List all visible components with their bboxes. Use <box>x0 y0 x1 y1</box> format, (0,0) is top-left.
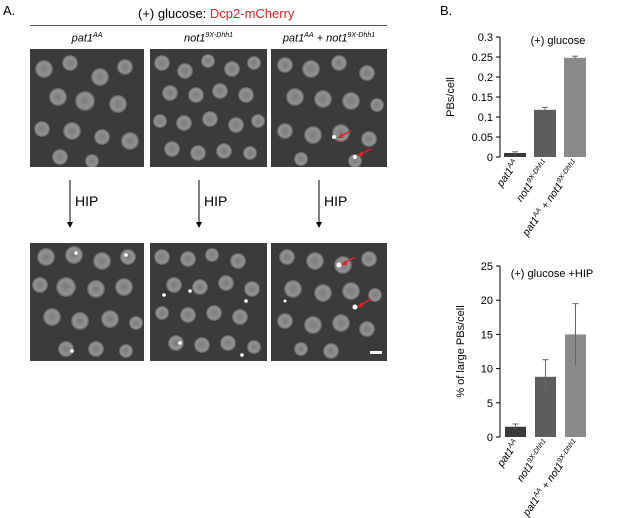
y-tick-label: 10 <box>481 364 493 376</box>
red-arrowhead-icon <box>341 260 347 265</box>
panel-a-title: (+) glucose: Dcp2-mCherry <box>138 6 294 21</box>
category-label: pat1AA + not19X-Dhh1 <box>520 158 582 239</box>
category-label: pat1AA <box>494 438 522 470</box>
y-tick-label: 0.15 <box>472 92 493 104</box>
title-condition: (+) glucose: <box>138 6 210 21</box>
title-rule <box>30 25 387 26</box>
y-tick-label: 0.3 <box>478 32 493 44</box>
bar <box>505 426 526 437</box>
panel-a-letter: A. <box>3 3 16 18</box>
chart-title: (+) glucose <box>531 35 586 47</box>
cells-image <box>150 49 267 167</box>
red-arrowhead-icon <box>337 133 343 138</box>
y-tick-label: 25 <box>481 261 493 273</box>
micrograph-not1-hip <box>150 243 267 361</box>
bar <box>535 376 556 437</box>
micrograph-not1-glucose <box>150 49 267 167</box>
cells-image <box>150 243 267 361</box>
y-tick-label: 0 <box>487 432 493 444</box>
column-header-double: pat1AA + not19X-Dhh1 <box>282 32 376 45</box>
scale-bar <box>370 351 382 354</box>
cells-image <box>271 49 387 167</box>
bar <box>534 109 556 157</box>
y-tick-label: 0.05 <box>472 132 493 144</box>
y-axis-label: % of large PBs/cell <box>455 305 467 397</box>
micrograph-pat1-glucose <box>30 49 144 167</box>
panel-b-letter: B. <box>440 3 453 18</box>
bar <box>504 153 526 157</box>
y-axis-label: PBs/cell <box>445 77 457 117</box>
category-label: pat1AA <box>494 158 522 190</box>
category-label: pat1AA + not19X-Dhh1 <box>520 438 582 518</box>
bar <box>564 57 586 157</box>
hip-arrow-3 <box>316 180 322 228</box>
micrograph-double-glucose <box>271 49 387 167</box>
chart-pbs-per-cell: 0 0.05 0.1 0.15 0.2 0.25 0.3 PBs/cell (+) glucos… <box>445 32 586 239</box>
cells-image <box>271 243 387 361</box>
column-header-not1: not19X-Dhh1 <box>183 32 234 45</box>
hip-label-2: HIP <box>204 193 228 209</box>
micrograph-pat1-hip <box>30 243 144 361</box>
y-tick-label: 0.2 <box>478 72 493 84</box>
cells-image <box>30 49 144 167</box>
chart-large-pbs: 0 5 10 15 20 25 % of large PBs/cell (+) glucose… <box>455 261 594 518</box>
title-reporter: Dcp2-mCherry <box>209 6 295 21</box>
red-arrowhead-icon <box>357 151 363 156</box>
y-tick-label: 0 <box>487 152 493 164</box>
chart-title: (+) glucose +HIP <box>511 268 594 280</box>
y-tick-label: 15 <box>481 329 493 341</box>
hip-arrow-1 <box>67 180 73 228</box>
micrograph-double-hip <box>271 243 387 361</box>
cells-image <box>30 243 144 361</box>
y-tick-label: 20 <box>481 295 493 307</box>
hip-arrow-2 <box>196 180 202 228</box>
hip-label-3: HIP <box>324 193 348 209</box>
red-arrowhead-icon <box>357 302 363 307</box>
bar <box>565 334 586 437</box>
y-tick-label: 0.1 <box>478 112 493 124</box>
hip-label-1: HIP <box>75 193 99 209</box>
y-tick-label: 5 <box>487 398 493 410</box>
column-header-pat1: pat1AA <box>71 32 103 45</box>
y-tick-label: 0.25 <box>472 52 493 64</box>
